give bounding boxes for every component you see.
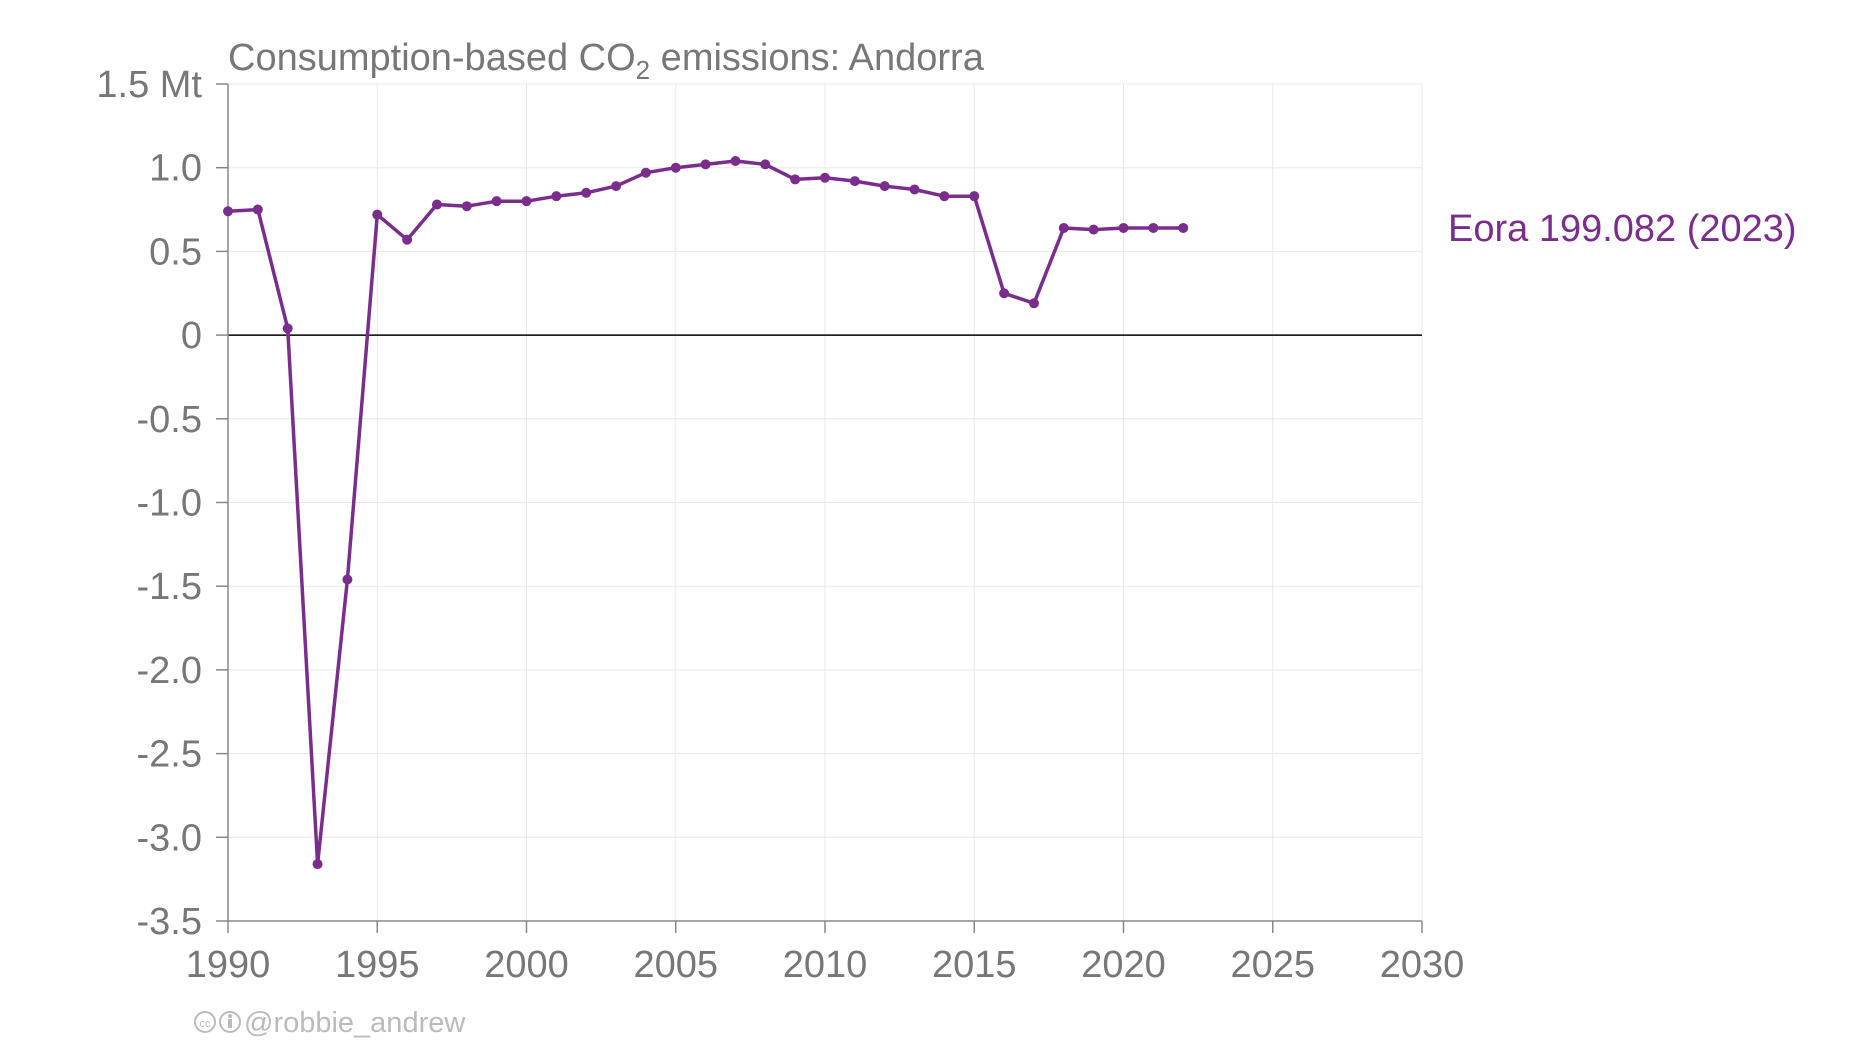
credit-text: @robbie_andrew xyxy=(244,1007,466,1039)
data-point-2016 xyxy=(999,288,1010,299)
x-tick-label-3: 2005 xyxy=(633,944,718,986)
data-point-2021 xyxy=(1148,222,1159,233)
data-point-1998 xyxy=(461,201,472,212)
x-tick-label-4: 2010 xyxy=(783,944,868,986)
data-point-1994 xyxy=(342,574,353,585)
data-point-1997 xyxy=(431,199,442,210)
y-tick-label-9: -3.0 xyxy=(137,817,202,859)
y-tick-label-3: 0 xyxy=(181,315,202,357)
data-point-2018 xyxy=(1058,222,1069,233)
data-point-2008 xyxy=(760,159,771,170)
title-suffix: emissions: Andorra xyxy=(650,37,985,79)
credit: cc @robbie_andrew xyxy=(194,1007,466,1039)
data-point-2014 xyxy=(939,191,950,202)
data-point-1991 xyxy=(252,204,263,215)
title-subscript: 2 xyxy=(636,55,650,85)
axes: 1.5 Mt 1.0 0.5 0 -0.5 -1.0 -1.5 -2.0 -2.5 -3.0 -3.… xyxy=(96,64,1464,986)
data-point-2013 xyxy=(909,184,920,195)
data-point-2003 xyxy=(611,181,622,192)
grid xyxy=(227,83,1423,922)
data-point-2007 xyxy=(730,156,741,167)
data-point-2020 xyxy=(1118,222,1129,233)
data-point-2022 xyxy=(1178,222,1189,233)
cc-icon: cc xyxy=(194,1011,216,1033)
svg-text:cc: cc xyxy=(200,1018,212,1030)
data-point-2000 xyxy=(521,196,532,207)
y-tick-label-0: 1.5 Mt xyxy=(96,64,202,106)
data-point-2006 xyxy=(700,159,711,170)
series: Eora 199.082 (2023) xyxy=(223,156,1797,870)
x-tick-label-5: 2015 xyxy=(932,944,1017,986)
data-point-1990 xyxy=(223,206,233,217)
x-tick-label-8: 2030 xyxy=(1380,944,1465,986)
x-tick-label-7: 2025 xyxy=(1230,944,1315,986)
series-label-0: Eora 199.082 (2023) xyxy=(1448,208,1797,250)
x-tick-label-1: 1995 xyxy=(335,944,420,986)
data-point-2011 xyxy=(849,176,860,187)
x-tick-label-2: 2000 xyxy=(484,944,569,986)
data-point-2010 xyxy=(820,172,830,183)
y-tick-label-8: -2.5 xyxy=(137,734,202,776)
data-point-2012 xyxy=(879,181,890,192)
data-point-1993 xyxy=(312,859,323,870)
data-point-1995 xyxy=(372,209,383,220)
data-point-2001 xyxy=(551,191,562,202)
data-point-1996 xyxy=(402,234,413,245)
y-tick-label-7: -2.0 xyxy=(137,650,202,692)
data-point-2009 xyxy=(790,174,801,185)
y-tick-label-6: -1.5 xyxy=(137,566,202,608)
y-tick-label-1: 1.0 xyxy=(149,148,202,190)
data-point-2017 xyxy=(1028,298,1039,309)
y-tick-label-2: 0.5 xyxy=(149,231,202,273)
data-point-2002 xyxy=(581,187,592,198)
title-prefix: Consumption-based CO xyxy=(228,37,636,79)
data-point-1992 xyxy=(282,323,293,334)
data-point-2015 xyxy=(969,191,980,202)
x-tick-label-6: 2020 xyxy=(1081,944,1166,986)
chart-title: Consumption-based CO2 emissions: Andorra xyxy=(228,37,985,85)
y-tick-label-10: -3.5 xyxy=(137,901,202,943)
x-tick-label-0: 1990 xyxy=(186,944,271,986)
data-point-2019 xyxy=(1088,224,1099,235)
series-line-0 xyxy=(227,159,1184,866)
y-tick-label-4: -0.5 xyxy=(137,399,202,441)
data-point-2004 xyxy=(640,167,651,178)
data-point-1999 xyxy=(491,196,502,207)
by-icon xyxy=(219,1011,241,1033)
y-tick-label-5: -1.0 xyxy=(137,483,202,525)
data-point-2005 xyxy=(670,162,681,173)
